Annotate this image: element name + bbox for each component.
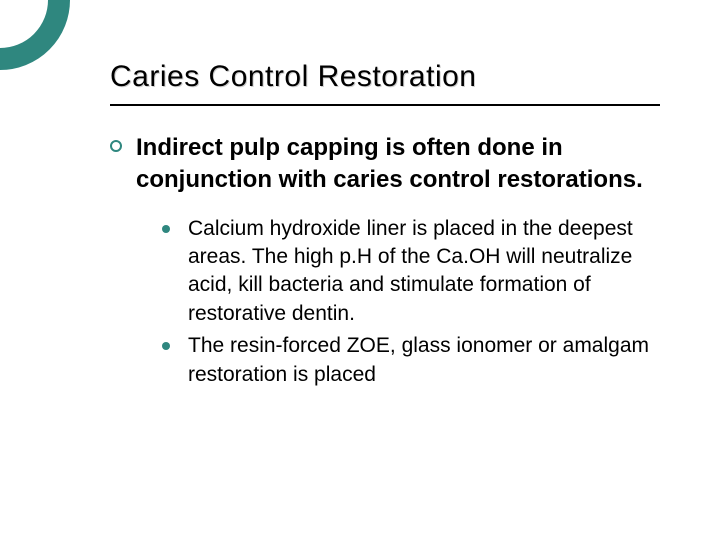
main-bullet-text: Indirect pulp capping is often done in c…: [136, 132, 660, 197]
hollow-circle-icon: [110, 140, 122, 152]
list-item: Calcium hydroxide liner is placed in the…: [162, 215, 660, 328]
sub-bullet-text: Calcium hydroxide liner is placed in the…: [188, 215, 660, 328]
slide-content: Caries Control Restoration Indirect pulp…: [110, 60, 660, 393]
sub-bullet-list: Calcium hydroxide liner is placed in the…: [162, 215, 660, 389]
sub-bullet-text: The resin-forced ZOE, glass ionomer or a…: [188, 332, 660, 389]
slide-title: Caries Control Restoration: [110, 60, 660, 106]
solid-circle-icon: [162, 342, 170, 350]
solid-circle-icon: [162, 225, 170, 233]
main-bullet-item: Indirect pulp capping is often done in c…: [110, 132, 660, 197]
decorative-corner-ring: [0, 0, 70, 70]
list-item: The resin-forced ZOE, glass ionomer or a…: [162, 332, 660, 389]
